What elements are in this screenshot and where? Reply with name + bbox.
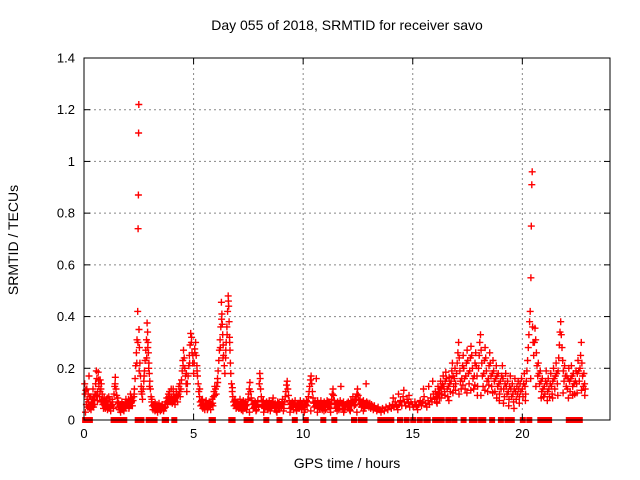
x-axis-title: GPS time / hours <box>293 455 401 471</box>
series-srmtid-points <box>81 101 589 416</box>
plot-frame <box>83 57 611 421</box>
x-tick-label: 5 <box>190 426 197 441</box>
y-tick-label: 1.2 <box>57 102 75 117</box>
y-tick-label: 1.4 <box>57 51 75 66</box>
y-tick-label: 0 <box>68 413 75 428</box>
chart-title: Day 055 of 2018, SRMTID for receiver sav… <box>211 17 483 33</box>
y-tick-label: 1 <box>68 154 75 169</box>
x-tick-label: 10 <box>296 426 310 441</box>
y-tick-label: 0.8 <box>57 206 75 221</box>
y-tick-label: 0.4 <box>57 309 75 324</box>
y-tick-label: 0.6 <box>57 257 75 272</box>
x-tick-label: 20 <box>515 426 529 441</box>
y-tick-label: 0.2 <box>57 361 75 376</box>
x-tick-label: 0 <box>80 426 87 441</box>
x-tick-label: 15 <box>406 426 420 441</box>
